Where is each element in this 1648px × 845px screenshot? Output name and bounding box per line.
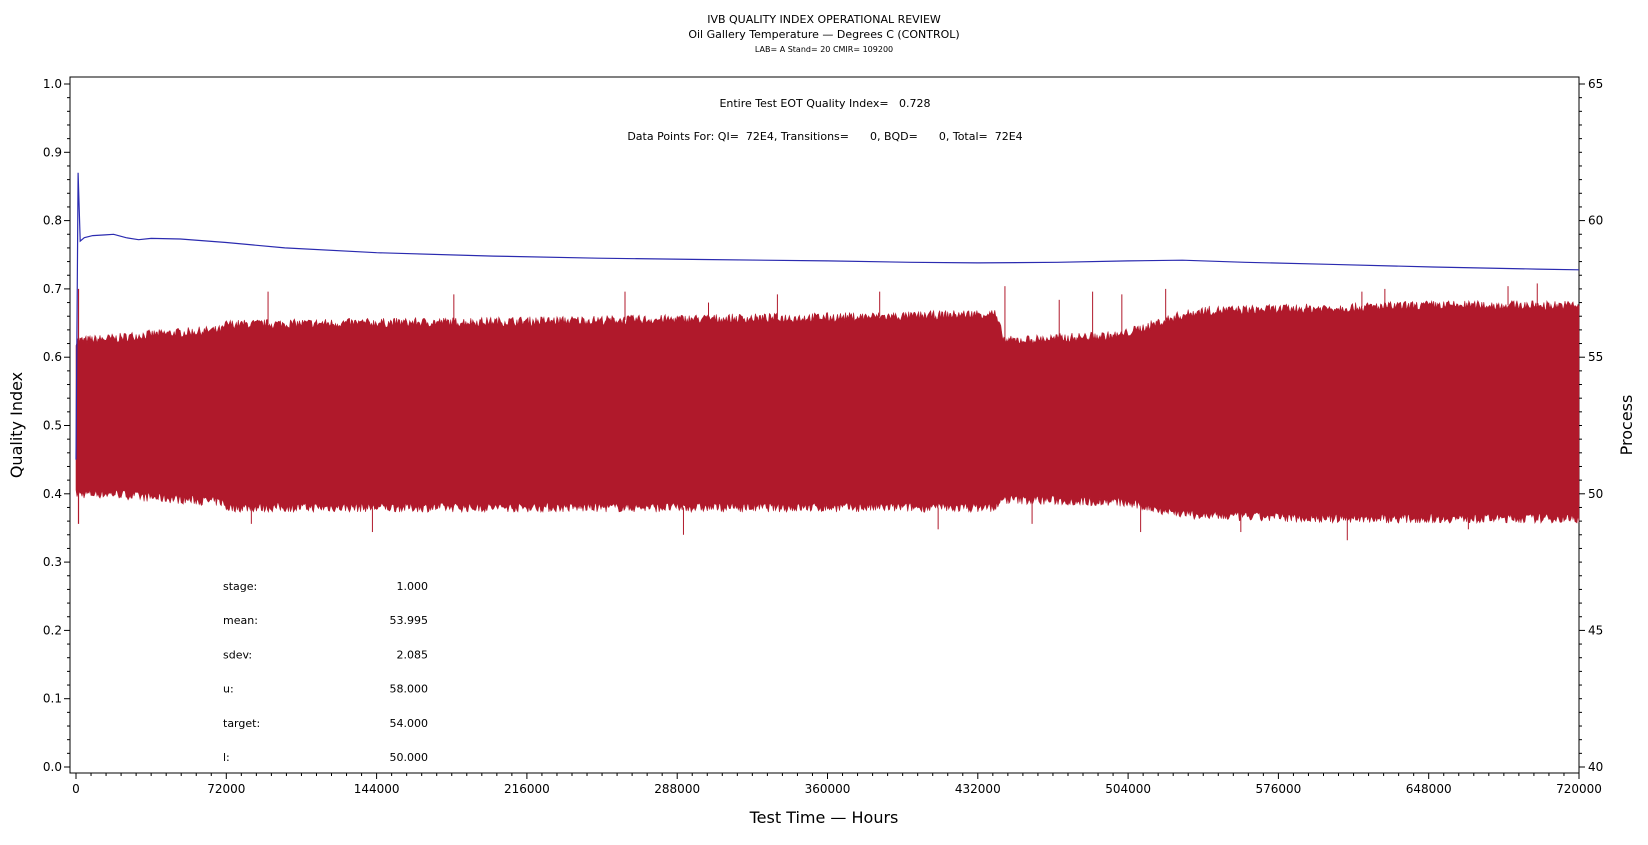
stat-value: 58.000 bbox=[390, 683, 429, 696]
quality-index-series bbox=[75, 172, 1580, 460]
y-left-tick-label: 0.3 bbox=[43, 555, 62, 569]
y-left-tick-label: 0.4 bbox=[43, 487, 62, 501]
stat-value: 2.085 bbox=[397, 648, 429, 661]
x-tick-label: 0 bbox=[72, 782, 80, 796]
stat-label: u: bbox=[223, 683, 234, 696]
y-left-tick-label: 0.8 bbox=[43, 214, 62, 228]
stat-value: 53.995 bbox=[390, 614, 429, 627]
x-tick-label: 504000 bbox=[1105, 782, 1151, 796]
y-left-tick-label: 1.0 bbox=[43, 77, 62, 91]
y-right-tick-label: 60 bbox=[1588, 214, 1603, 228]
x-tick-label: 648000 bbox=[1406, 782, 1452, 796]
x-tick-label: 576000 bbox=[1255, 782, 1301, 796]
x-tick-label: 432000 bbox=[955, 782, 1001, 796]
y-right-tick-label: 65 bbox=[1588, 77, 1603, 91]
x-axis-label: Test Time — Hours bbox=[749, 808, 899, 827]
stat-label: target: bbox=[223, 717, 260, 730]
y2-axis-label: Process bbox=[1617, 395, 1636, 456]
data-points-annotation: Data Points For: QI= 72E4, Transitions= … bbox=[627, 130, 1022, 143]
y-axis-right: 40 45 50 55 60 65 bbox=[1579, 77, 1603, 774]
chart-title: IVB QUALITY INDEX OPERATIONAL REVIEW bbox=[707, 13, 941, 26]
y-left-tick-label: 0.2 bbox=[43, 623, 62, 637]
y-right-tick-label: 55 bbox=[1588, 350, 1603, 364]
x-tick-label: 144000 bbox=[354, 782, 400, 796]
y-right-tick-label: 45 bbox=[1588, 623, 1603, 637]
y-left-tick-label: 0.5 bbox=[43, 419, 62, 433]
x-tick-label: 216000 bbox=[504, 782, 550, 796]
process-series bbox=[75, 283, 1580, 541]
quality-index-line bbox=[75, 172, 1580, 460]
y-left-tick-label: 0.6 bbox=[43, 350, 62, 364]
stat-label: sdev: bbox=[223, 648, 252, 661]
x-tick-label: 360000 bbox=[805, 782, 851, 796]
stat-label: stage: bbox=[223, 580, 257, 593]
process-band bbox=[75, 299, 1580, 525]
y-right-tick-label: 40 bbox=[1588, 760, 1603, 774]
y-left-tick-label: 0.1 bbox=[43, 692, 62, 706]
x-axis: 0 72000 144000 216000 288000 360000 432000 5040… bbox=[72, 773, 1602, 796]
stat-value: 1.000 bbox=[397, 580, 429, 593]
stat-label: mean: bbox=[223, 614, 258, 627]
chart-subtitle-2: LAB= A Stand= 20 CMIR= 109200 bbox=[755, 45, 893, 54]
y-axis-left: 0.0 0.1 0.2 0.3 0.4 0.5 0.6 0.7 0.8 0.9 1.0 bbox=[43, 77, 70, 774]
y-right-tick-label: 50 bbox=[1588, 487, 1603, 501]
y-left-tick-label: 0.9 bbox=[43, 145, 62, 159]
y-left-tick-label: 0.0 bbox=[43, 760, 62, 774]
stat-value: 54.000 bbox=[390, 717, 429, 730]
stats-block: stage: 1.000 mean: 53.995 sdev: 2.085 u: 58.000… bbox=[223, 580, 428, 764]
x-tick-label: 720000 bbox=[1556, 782, 1602, 796]
stat-label: l: bbox=[223, 751, 230, 764]
x-tick-label: 72000 bbox=[207, 782, 245, 796]
stat-value: 50.000 bbox=[390, 751, 429, 764]
chart-subtitle: Oil Gallery Temperature — Degrees C (CON… bbox=[688, 28, 959, 41]
y-axis-label: Quality Index bbox=[7, 372, 26, 478]
y-left-tick-label: 0.7 bbox=[43, 282, 62, 296]
x-tick-label: 288000 bbox=[654, 782, 700, 796]
qi-annotation: Entire Test EOT Quality Index= 0.728 bbox=[719, 97, 930, 110]
